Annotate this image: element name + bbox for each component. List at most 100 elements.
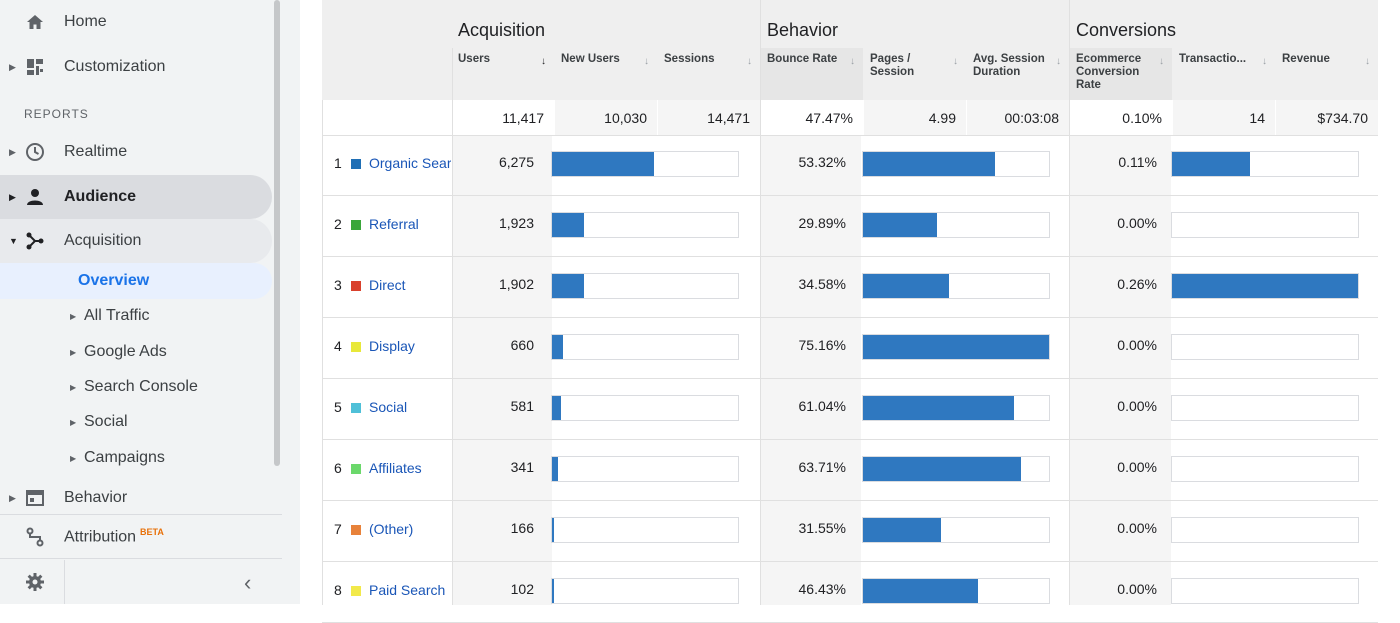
totals-label-cell — [322, 100, 452, 135]
total-transactions: 14 — [1173, 100, 1275, 135]
bounce-bar — [862, 395, 1050, 421]
bounce-bar-fill — [863, 274, 949, 298]
col-pages-session[interactable]: Pages / Session ↓ — [864, 48, 966, 100]
nav-google-ads[interactable]: ▶ Google Ads — [0, 335, 272, 369]
users-bar — [551, 517, 739, 543]
gear-icon[interactable] — [25, 572, 45, 592]
bounce-bar — [862, 517, 1050, 543]
grid-line — [322, 256, 1378, 257]
caret-right-icon: ▶ — [9, 191, 16, 202]
col-sessions[interactable]: Sessions ↓ — [658, 48, 760, 100]
channel-color-swatch — [351, 464, 361, 474]
users-value: 581 — [510, 398, 534, 414]
channel-link[interactable]: Direct — [369, 277, 406, 293]
col-conv-rate[interactable]: Ecommerce Conversion Rate ↓ — [1070, 48, 1172, 100]
bounce-bar — [862, 456, 1050, 482]
col-bounce-rate[interactable]: Bounce Rate ↓ — [761, 48, 863, 100]
total-avg-duration: 00:03:08 — [967, 100, 1069, 135]
channel-link[interactable]: Organic Search — [369, 155, 451, 171]
conv-bar — [1171, 456, 1359, 482]
nav-all-traffic[interactable]: ▶ All Traffic — [0, 299, 272, 333]
col-transactions[interactable]: Transactio... ↓ — [1173, 48, 1275, 100]
users-value: 102 — [510, 581, 534, 597]
bounce-bar-fill — [863, 213, 937, 237]
bounce-bar — [862, 151, 1050, 177]
bounce-bar-fill — [863, 457, 1021, 481]
sort-icon: ↓ — [644, 56, 649, 67]
collapse-chevron-icon[interactable]: ‹ — [244, 570, 252, 595]
users-bar-fill — [552, 396, 561, 420]
users-bar-fill — [552, 457, 558, 481]
total-new-users: 10,030 — [555, 100, 657, 135]
nav-google-ads-label: Google Ads — [84, 343, 167, 360]
sort-icon: ↓ — [747, 56, 752, 67]
users-value: 341 — [510, 459, 534, 475]
sidebar-divider — [0, 514, 282, 515]
grid-line — [322, 100, 323, 605]
nav-campaigns[interactable]: ▶ Campaigns — [0, 441, 272, 475]
table-row: 1 Organic Search 6,275 53.32% 0.11% — [322, 135, 1378, 196]
nav-campaigns-label: Campaigns — [84, 449, 165, 466]
channel-link[interactable]: Paid Search — [369, 582, 446, 598]
grid-line — [322, 500, 1378, 501]
nav-overview[interactable]: Overview — [0, 263, 272, 299]
nav-search-console[interactable]: ▶ Search Console — [0, 370, 272, 404]
row-number: 8 — [334, 582, 342, 598]
conv-rate-value: 0.26% — [1117, 276, 1157, 292]
col-conv-rate-label: Ecommerce Conversion Rate — [1076, 53, 1142, 91]
bounce-bar — [862, 334, 1050, 360]
bounce-rate-value: 53.32% — [798, 154, 846, 170]
conv-rate-value: 0.00% — [1117, 215, 1157, 231]
nav-home-label: Home — [64, 13, 107, 30]
channel-link[interactable]: Affiliates — [369, 460, 422, 476]
total-revenue: $734.70 — [1276, 100, 1378, 135]
channel-color-swatch — [351, 220, 361, 230]
total-conv-rate: 0.10% — [1070, 100, 1172, 135]
row-number: 2 — [334, 216, 342, 232]
bounce-rate-value: 29.89% — [798, 215, 846, 231]
bounce-bar-fill — [863, 152, 995, 176]
nav-overview-label: Overview — [78, 272, 150, 289]
bounce-rate-value: 63.71% — [798, 459, 846, 475]
grid-line — [760, 0, 761, 605]
col-users[interactable]: Users ↓ — [452, 48, 554, 100]
row-number: 5 — [334, 399, 342, 415]
col-revenue-label: Revenue — [1282, 53, 1330, 65]
group-conversions: Conversions — [1076, 20, 1177, 40]
sort-icon: ↓ — [1262, 56, 1267, 67]
dashboard-icon — [27, 59, 43, 75]
beta-badge: BETA — [140, 527, 164, 538]
col-avg-duration-label: Avg. Session Duration — [973, 53, 1045, 78]
users-bar-fill — [552, 579, 554, 603]
row-number: 6 — [334, 460, 342, 476]
nav-customization-label: Customization — [64, 58, 166, 75]
nav-all-traffic-label: All Traffic — [84, 307, 150, 324]
channel-link[interactable]: Social — [369, 399, 408, 415]
users-bar — [551, 212, 739, 238]
report-table: Acquisition Behavior Conversions Users ↓ … — [322, 0, 1378, 623]
grid-line — [322, 135, 1378, 136]
channel-link[interactable]: Referral — [369, 216, 419, 232]
col-avg-duration[interactable]: Avg. Session Duration ↓ — [967, 48, 1069, 100]
channel-color-swatch — [351, 586, 361, 596]
users-value: 660 — [510, 337, 534, 353]
nav-audience[interactable]: ▶ Audience — [0, 175, 272, 219]
col-new-users[interactable]: New Users ↓ — [555, 48, 657, 100]
col-revenue[interactable]: Revenue ↓ — [1276, 48, 1378, 100]
nav-social[interactable]: ▶ Social — [0, 405, 272, 439]
row-number: 7 — [334, 521, 342, 537]
channel-link[interactable]: (Other) — [369, 521, 414, 537]
channel-link[interactable]: Display — [369, 338, 415, 354]
sort-icon: ↓ — [850, 56, 855, 67]
sidebar-scrollbar[interactable] — [274, 0, 280, 466]
conv-bar-fill — [1172, 152, 1250, 176]
caret-right-icon: ▶ — [70, 417, 77, 427]
bounce-bar-fill — [863, 396, 1014, 420]
users-bar — [551, 151, 739, 177]
nav-acquisition[interactable]: ▼ Acquisition — [0, 219, 272, 263]
grid-line — [322, 561, 1378, 562]
bounce-rate-value: 46.43% — [798, 581, 846, 597]
conv-rate-value: 0.11% — [1118, 154, 1157, 170]
bounce-bar-fill — [863, 518, 941, 542]
table-row: 4 Display 660 75.16% 0.00% — [322, 318, 1378, 379]
